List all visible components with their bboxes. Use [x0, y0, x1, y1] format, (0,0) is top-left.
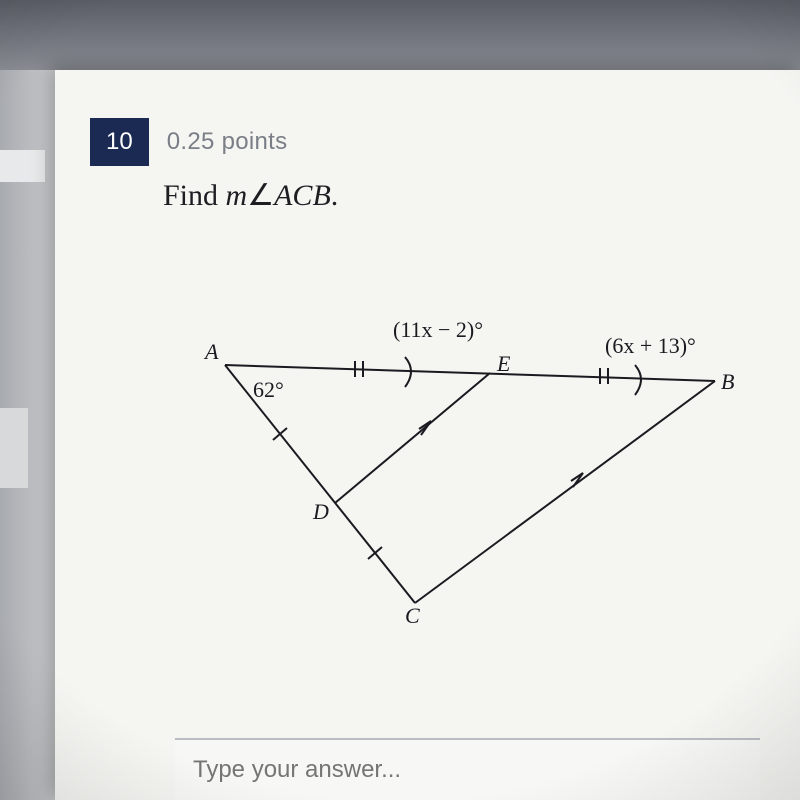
angle-symbol: ∠	[247, 179, 274, 212]
expression-E: (11x − 2)°	[393, 317, 483, 342]
question-prompt: Find m∠ACB.	[163, 178, 338, 213]
label-B: B	[721, 369, 734, 394]
left-tab-2	[0, 408, 28, 488]
prompt-suffix: .	[331, 179, 339, 212]
screen-top-bezel	[0, 0, 800, 70]
prompt-vertices: ACB	[274, 179, 331, 212]
tick-DC	[368, 547, 382, 559]
answer-input-container	[175, 738, 760, 800]
prompt-prefix: Find	[163, 179, 226, 212]
angle-A-value: 62°	[253, 377, 284, 402]
label-C: C	[405, 603, 420, 628]
question-number-badge: 10	[90, 118, 149, 166]
angle-hook-E	[405, 357, 411, 387]
label-E: E	[496, 351, 511, 376]
left-tab-1	[0, 150, 45, 182]
question-card: 10 0.25 points Find m∠ACB.	[55, 70, 800, 800]
question-header: 10 0.25 points	[90, 118, 287, 166]
points-label: 0.25 points	[167, 128, 288, 156]
segment-CB	[415, 381, 715, 603]
angle-hook-B	[635, 365, 641, 395]
triangle-diagram: A E B D C 62° (11x − 2)° (6x + 13)°	[205, 295, 735, 615]
ticks-EB	[600, 368, 608, 384]
label-A: A	[203, 339, 219, 364]
expression-B: (6x + 13)°	[605, 333, 696, 358]
answer-input[interactable]	[193, 756, 742, 784]
prompt-m: m	[226, 179, 248, 212]
segment-DE	[335, 373, 490, 503]
label-D: D	[312, 499, 329, 524]
tick-AD	[273, 428, 287, 440]
arrow-DE	[419, 421, 431, 435]
